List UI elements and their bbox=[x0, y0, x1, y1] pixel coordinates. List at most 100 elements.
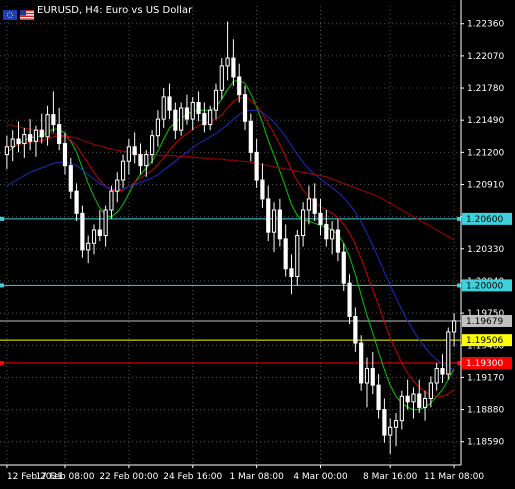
level-handle-right[interactable] bbox=[457, 216, 461, 221]
candle-body bbox=[144, 154, 149, 167]
time-tick-label: 17 Feb 08:00 bbox=[35, 472, 94, 482]
candle-body bbox=[341, 251, 346, 284]
candle-body bbox=[28, 134, 33, 142]
candle-body bbox=[417, 393, 422, 408]
candle-body bbox=[277, 209, 282, 240]
candle-body bbox=[68, 165, 73, 192]
candle-body bbox=[184, 107, 190, 120]
candle-body bbox=[359, 342, 364, 384]
candle-body bbox=[225, 57, 230, 67]
candle-body bbox=[149, 135, 155, 156]
level-handle-right[interactable] bbox=[457, 283, 461, 288]
bid-price-label: 1.19679 bbox=[466, 317, 503, 327]
candle-body bbox=[283, 238, 288, 270]
candle-body bbox=[422, 397, 428, 408]
time-tick-label: 22 Feb 00:00 bbox=[99, 472, 158, 482]
candle-body bbox=[16, 138, 21, 144]
candle-body bbox=[120, 160, 126, 181]
eu-flag-icon bbox=[3, 5, 17, 20]
candle-body bbox=[446, 331, 451, 375]
candle-body bbox=[39, 129, 44, 138]
candle-body bbox=[370, 368, 375, 386]
candle-body bbox=[109, 190, 114, 211]
level-handle-right[interactable] bbox=[457, 361, 461, 365]
candle-body bbox=[22, 134, 27, 144]
candle-body bbox=[173, 109, 178, 131]
time-tick-label: 11 Mar 08:00 bbox=[424, 472, 484, 482]
level-handle-left[interactable] bbox=[0, 216, 4, 221]
candle-body bbox=[382, 409, 387, 436]
red-level-price-label: 1.19300 bbox=[466, 359, 503, 369]
ma-blue-line bbox=[6, 109, 455, 371]
candle-body bbox=[254, 151, 259, 181]
candle-body bbox=[306, 198, 312, 211]
candle-body bbox=[213, 89, 219, 111]
candle-body bbox=[434, 368, 439, 384]
candle-body bbox=[167, 96, 172, 111]
time-tick-label: 12 Feb 2021 bbox=[7, 472, 63, 482]
symbol-description: Euro vs US Dollar bbox=[105, 4, 193, 16]
candle-body bbox=[393, 420, 399, 428]
level-1-price-label: 1.20600 bbox=[466, 215, 503, 225]
candle-body bbox=[86, 242, 91, 251]
candle-body bbox=[155, 118, 161, 137]
candle-body bbox=[405, 395, 410, 403]
candle-body bbox=[451, 320, 457, 333]
candle-body bbox=[80, 212, 85, 251]
price-tick-label: 1.21200 bbox=[467, 148, 504, 158]
candle-body bbox=[179, 107, 184, 131]
candle-body bbox=[271, 209, 277, 233]
level-2-price-label: 1.20000 bbox=[466, 281, 503, 291]
price-tick-label: 1.21780 bbox=[467, 84, 504, 94]
chart-header: EURUSD, H4: Euro vs US Dollar bbox=[3, 3, 193, 20]
candle-body bbox=[115, 179, 120, 192]
price-tick-label: 1.18590 bbox=[467, 438, 504, 448]
candle-body bbox=[295, 235, 300, 278]
candle-body bbox=[138, 154, 143, 167]
candle-body bbox=[219, 65, 224, 91]
price-tick-label: 1.22070 bbox=[467, 52, 504, 62]
price-tick-label: 1.19170 bbox=[467, 373, 504, 383]
candle-body bbox=[91, 229, 97, 244]
candle-body bbox=[428, 382, 433, 399]
candle-body bbox=[330, 229, 335, 240]
level-handle-left[interactable] bbox=[0, 361, 4, 365]
candle-body bbox=[62, 142, 68, 167]
candle-body bbox=[190, 101, 195, 120]
candle-body bbox=[300, 209, 306, 236]
candle-body bbox=[364, 368, 370, 384]
bid-price-label-bg bbox=[462, 314, 512, 327]
candle-body bbox=[440, 368, 445, 375]
candle-body bbox=[161, 96, 166, 120]
level-1-price-label-bg bbox=[462, 212, 512, 225]
ask-price-label-bg bbox=[462, 334, 512, 347]
candle-body bbox=[202, 113, 207, 126]
candle-body bbox=[231, 57, 236, 78]
candle-body bbox=[97, 229, 102, 237]
candle-body bbox=[411, 393, 416, 403]
candle-body bbox=[324, 223, 329, 240]
candle-body bbox=[260, 179, 265, 200]
time-tick-label: 1 Mar 08:00 bbox=[229, 472, 284, 482]
candle-body bbox=[289, 268, 294, 278]
candle-body bbox=[10, 138, 15, 148]
candle-body bbox=[312, 198, 317, 214]
candle-body bbox=[399, 395, 404, 422]
price-tick-label: 1.22360 bbox=[467, 20, 504, 30]
candle-body bbox=[45, 114, 50, 138]
price-tick-label: 1.20910 bbox=[467, 181, 504, 191]
candle-body bbox=[51, 114, 56, 126]
candle-body bbox=[74, 190, 79, 214]
time-tick-label: 24 Feb 16:00 bbox=[163, 472, 222, 482]
candle-body bbox=[57, 124, 62, 144]
candle-body bbox=[318, 212, 323, 225]
price-tick-label: 1.20330 bbox=[467, 245, 504, 255]
us-flag-icon bbox=[20, 5, 34, 20]
price-tick-label: 1.18880 bbox=[467, 406, 504, 416]
level-handle-left[interactable] bbox=[0, 283, 4, 288]
candle-body bbox=[208, 109, 213, 126]
candle-body bbox=[347, 282, 352, 317]
candle-body bbox=[353, 315, 358, 344]
